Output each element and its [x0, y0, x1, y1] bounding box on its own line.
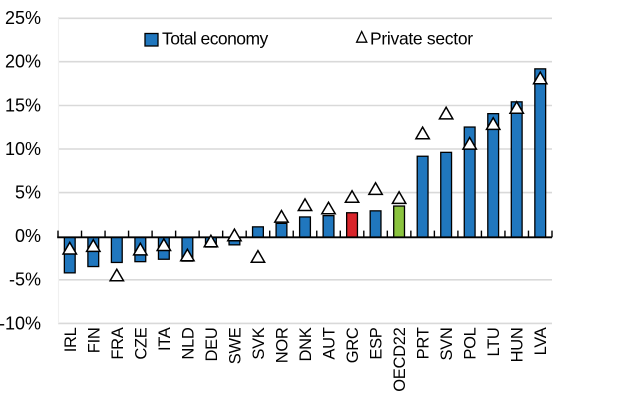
- svg-text:IRL: IRL: [62, 327, 80, 352]
- svg-text:DEU: DEU: [203, 328, 221, 362]
- svg-text:AUT: AUT: [321, 327, 339, 359]
- svg-text:ESP: ESP: [368, 327, 386, 359]
- svg-text:-10%: -10%: [0, 313, 41, 333]
- svg-text:Private sector: Private sector: [370, 29, 473, 49]
- svg-text:GRC: GRC: [344, 327, 362, 363]
- svg-text:SVK: SVK: [250, 327, 268, 359]
- svg-text:HUN: HUN: [509, 328, 527, 363]
- svg-text:FRA: FRA: [109, 327, 127, 359]
- svg-text:LVA: LVA: [532, 327, 550, 355]
- svg-text:20%: 20%: [5, 52, 41, 72]
- svg-text:-5%: -5%: [9, 270, 41, 290]
- svg-text:0%: 0%: [15, 226, 41, 246]
- svg-text:POL: POL: [462, 327, 480, 359]
- svg-text:5%: 5%: [15, 183, 41, 203]
- svg-text:DNK: DNK: [297, 327, 315, 361]
- svg-text:OECD22: OECD22: [391, 327, 409, 391]
- svg-text:SWE: SWE: [226, 327, 244, 364]
- svg-text:FIN: FIN: [85, 328, 103, 354]
- svg-text:CZE: CZE: [132, 327, 150, 359]
- svg-text:LTU: LTU: [485, 328, 503, 357]
- svg-text:PRT: PRT: [415, 327, 433, 359]
- svg-text:NLD: NLD: [179, 327, 197, 359]
- svg-text:15%: 15%: [5, 95, 41, 115]
- svg-text:Total economy: Total economy: [162, 29, 268, 49]
- svg-text:SVN: SVN: [438, 328, 456, 361]
- svg-text:ITA: ITA: [156, 327, 174, 351]
- svg-text:25%: 25%: [5, 8, 41, 28]
- svg-text:NOR: NOR: [273, 327, 291, 363]
- svg-text:10%: 10%: [5, 139, 41, 159]
